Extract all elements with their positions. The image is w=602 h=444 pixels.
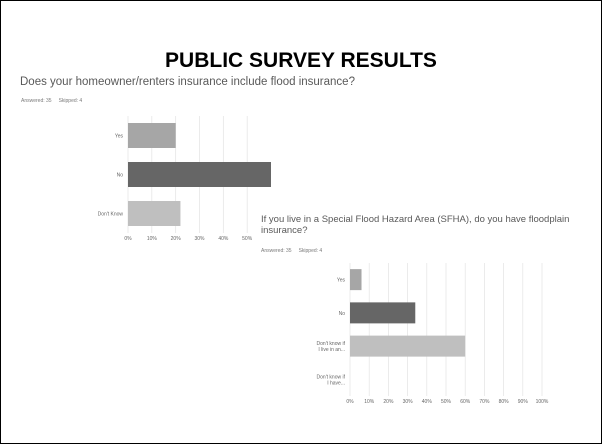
- q2-category-label: I have...: [327, 380, 345, 386]
- q2-bar: [350, 269, 362, 291]
- q1-tick-label: 10%: [147, 236, 158, 242]
- q2-category-label: No: [339, 311, 346, 317]
- q1-answered: Answered: 35: [21, 98, 52, 104]
- q1-bar: [128, 162, 271, 187]
- q2-tick-label: 40%: [422, 399, 433, 405]
- q2-tick-label: 80%: [499, 399, 510, 405]
- q1-bar: [128, 201, 181, 226]
- q1-category-label: Don't Know: [98, 212, 124, 218]
- q1-response-stats: Answered: 35 Skipped: 4: [21, 98, 89, 104]
- q2-tick-label: 100%: [536, 399, 549, 405]
- q1-category-label: No: [117, 173, 124, 179]
- q1-tick-label: 30%: [194, 236, 205, 242]
- q2-tick-label: 10%: [364, 399, 375, 405]
- q2-category-label: Yes: [337, 278, 346, 284]
- q1-question: Does your homeowner/renters insurance in…: [20, 76, 355, 88]
- q2-tick-label: 20%: [383, 399, 394, 405]
- q2-tick-label: 30%: [403, 399, 414, 405]
- q2-tick-label: 60%: [460, 399, 471, 405]
- q2-category-label: Don't know if: [317, 341, 346, 347]
- q1-skipped: Skipped: 4: [58, 98, 83, 104]
- q2-tick-label: 0%: [346, 399, 354, 405]
- q2-answered: Answered: 35: [261, 248, 292, 254]
- q2-tick-label: 70%: [479, 399, 490, 405]
- q2-category-label: Don't know if: [317, 374, 346, 380]
- q2-response-stats: Answered: 35 Skipped: 4: [261, 248, 329, 254]
- q2-tick-label: 90%: [518, 399, 529, 405]
- q1-tick-label: 50%: [242, 236, 253, 242]
- q1-bar: [128, 123, 176, 148]
- q2-skipped: Skipped: 4: [298, 248, 323, 254]
- slide-title: PUBLIC SURVEY RESULTS: [165, 49, 437, 72]
- q2-question: If you live in a Special Flood Hazard Ar…: [261, 214, 570, 236]
- q1-tick-label: 0%: [124, 236, 132, 242]
- q2-bar: [350, 302, 416, 324]
- q1-category-label: Yes: [115, 134, 124, 140]
- q2-tick-label: 50%: [441, 399, 452, 405]
- q1-tick-label: 20%: [171, 236, 182, 242]
- q1-tick-label: 40%: [218, 236, 229, 242]
- q2-bar: [350, 335, 466, 357]
- q2-category-label: I live in an...: [318, 347, 345, 353]
